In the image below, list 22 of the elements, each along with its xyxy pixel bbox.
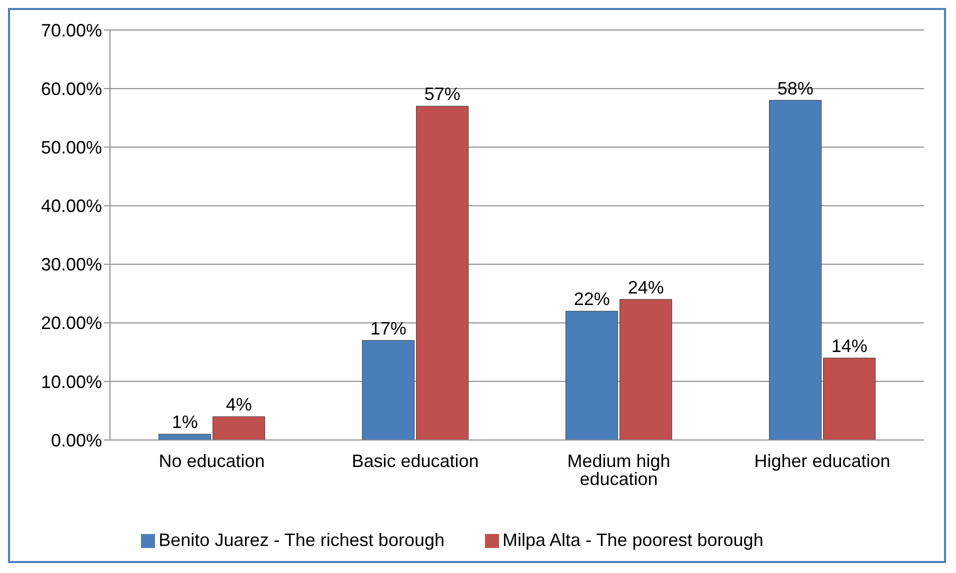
y-tick-label: 40.00% bbox=[40, 196, 102, 216]
y-tick-label: 0.00% bbox=[50, 430, 102, 450]
data-label: 1% bbox=[172, 412, 198, 432]
x-tick-label: No education bbox=[158, 450, 265, 471]
y-tick-label: 60.00% bbox=[40, 78, 102, 99]
y-tick-label: 70.00% bbox=[40, 20, 102, 40]
data-label: 58% bbox=[777, 78, 814, 98]
data-label: 17% bbox=[370, 318, 406, 338]
x-tick-label: Higher education bbox=[754, 450, 890, 471]
data-label: 22% bbox=[574, 289, 610, 310]
y-tick-label: 50.00% bbox=[40, 138, 102, 158]
data-label: 24% bbox=[628, 277, 664, 298]
y-tick-label: 10.00% bbox=[40, 372, 102, 392]
legend-label: Milpa Alta - The poorest borough bbox=[502, 530, 764, 550]
y-tick-label: 20.00% bbox=[40, 313, 102, 334]
x-tick-label: Basic education bbox=[352, 450, 479, 471]
x-tick-label: Medium high education bbox=[567, 450, 670, 489]
y-tick-label: 30.00% bbox=[40, 254, 102, 275]
data-label: 14% bbox=[831, 336, 868, 356]
data-label: 57% bbox=[424, 84, 460, 104]
data-label: 4% bbox=[226, 394, 252, 415]
legend-label: Benito Juarez - The richest borough bbox=[158, 530, 444, 550]
